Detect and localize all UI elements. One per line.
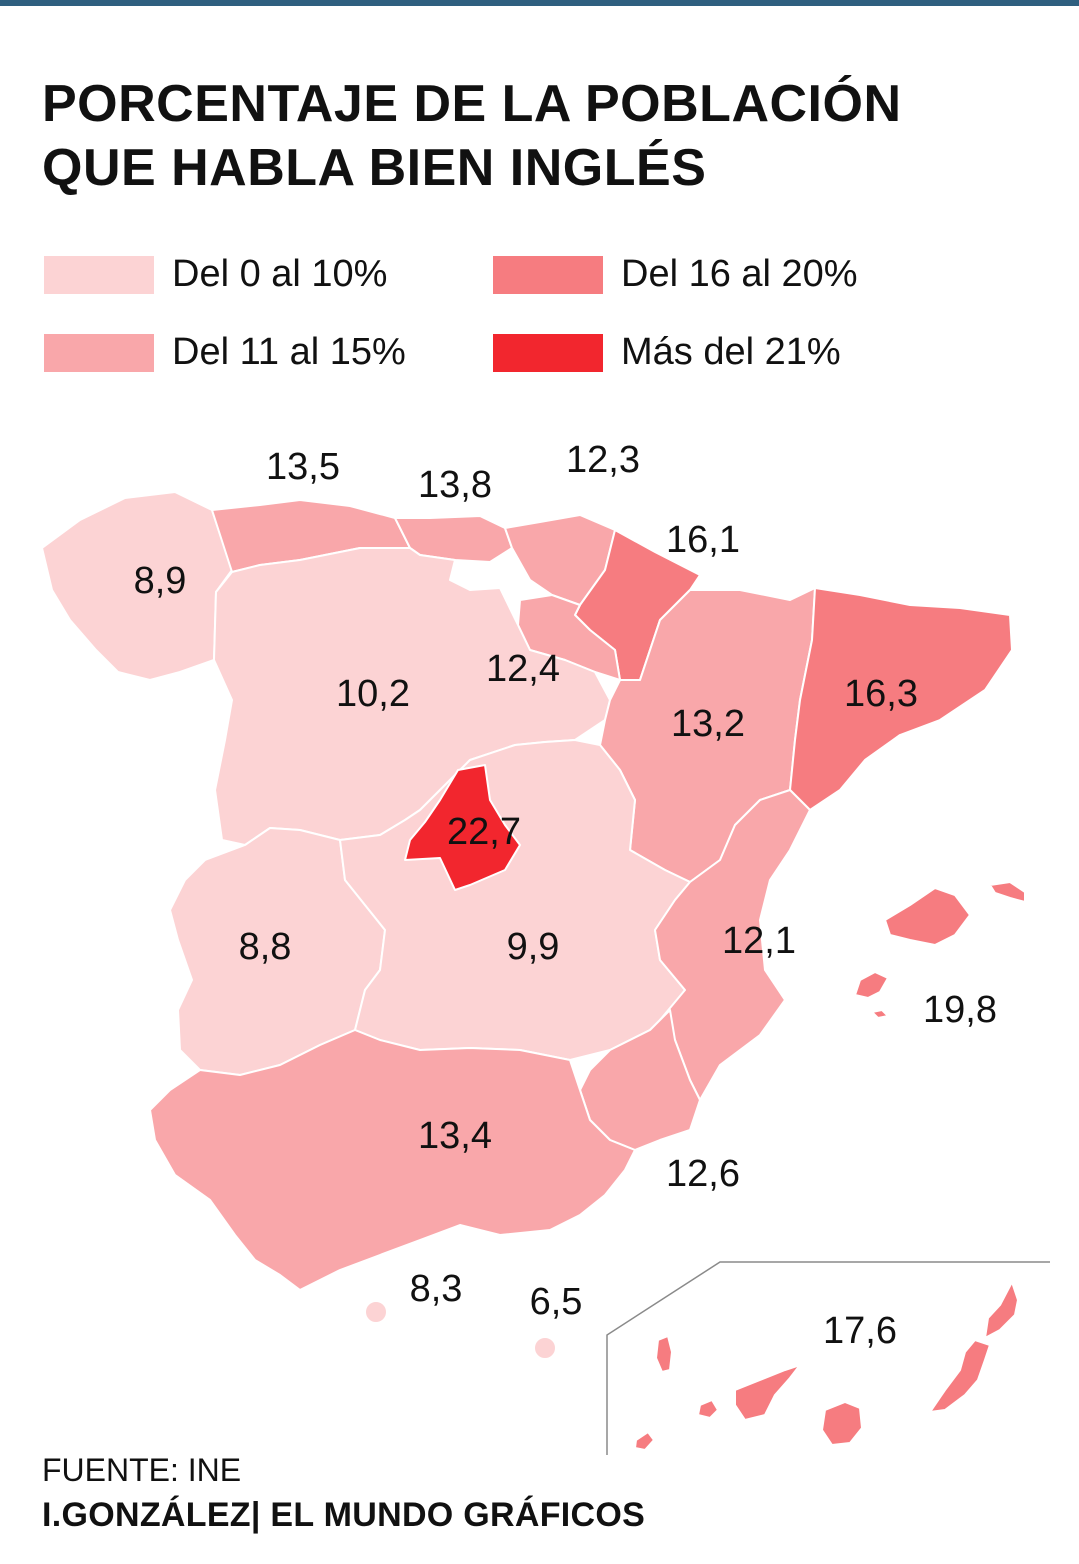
region-baleares [854,881,1026,1019]
value-murcia: 12,6 [666,1153,740,1195]
legend-swatch [44,255,154,294]
legend-item-21-plus: Más del 21% [493,331,841,374]
island-la-palma [655,1335,673,1373]
island-la-gomera [697,1399,719,1419]
legend-item-16-20: Del 16 al 20% [493,253,858,296]
value-navarra: 16,1 [666,519,740,561]
legend-label: Del 11 al 15% [172,331,406,373]
region-andalucia [149,1029,636,1291]
value-asturias: 13,5 [266,446,340,488]
legend-label: Más del 21% [621,331,841,373]
legend-item-11-15: Del 11 al 15% [44,331,406,374]
legend-swatch [493,333,603,372]
value-canarias: 17,6 [823,1310,897,1352]
value-castilla-la-mancha: 9,9 [507,926,560,968]
region-madrid [404,764,521,891]
legend-label: Del 0 al 10% [172,253,388,295]
region-melilla [533,1336,557,1360]
region-murcia [579,1009,701,1151]
island-tenerife [734,1364,801,1421]
value-extremadura: 8,8 [239,926,292,968]
source-note: FUENTE: INE [42,1452,242,1488]
value-baleares: 19,8 [923,989,997,1031]
island-mallorca [884,887,971,946]
legend-swatch [44,333,154,372]
value-la-rioja: 12,4 [486,648,560,690]
region-valencia [654,789,811,1101]
island-ibiza [854,971,889,999]
chart-title: PORCENTAJE DE LA POBLACIÓN QUE HABLA BIE… [42,72,1042,200]
island-formentera [871,1009,889,1019]
value-ceuta: 8,3 [410,1268,463,1310]
legend-swatch [493,255,603,294]
value-madrid: 22,7 [447,811,521,853]
canarias-inset-frame [606,1261,1050,1455]
island-lanzarote [984,1281,1019,1339]
value-galicia: 8,9 [134,560,187,602]
spain-map: 8,9 13,5 13,8 12,3 16,1 12,4 10,2 13,2 1… [41,439,1050,1455]
island-menorca [989,881,1026,903]
value-cantabria: 13,8 [418,464,492,506]
title-line-2: QUE HABLA BIEN INGLÉS [42,139,707,197]
island-el-hierro [634,1431,655,1451]
title-line-1: PORCENTAJE DE LA POBLACIÓN [42,75,902,133]
legend-label: Del 16 al 20% [621,253,858,295]
value-castilla-leon: 10,2 [336,673,410,715]
top-bar [0,0,1079,6]
value-andalucia: 13,4 [418,1115,492,1157]
value-valencia: 12,1 [722,920,796,962]
value-pais-vasco: 12,3 [566,439,640,481]
legend-item-0-10: Del 0 al 10% [44,253,387,296]
island-fuerteventura [929,1339,991,1413]
value-melilla: 6,5 [530,1281,583,1323]
value-cataluna: 16,3 [844,673,918,715]
value-aragon: 13,2 [671,703,745,745]
island-gran-canaria [821,1401,863,1446]
region-cataluna [789,587,1013,811]
credit-note: I.GONZÁLEZ| EL MUNDO GRÁFICOS [42,1496,646,1534]
region-canarias [634,1281,1019,1451]
region-ceuta [364,1300,388,1324]
